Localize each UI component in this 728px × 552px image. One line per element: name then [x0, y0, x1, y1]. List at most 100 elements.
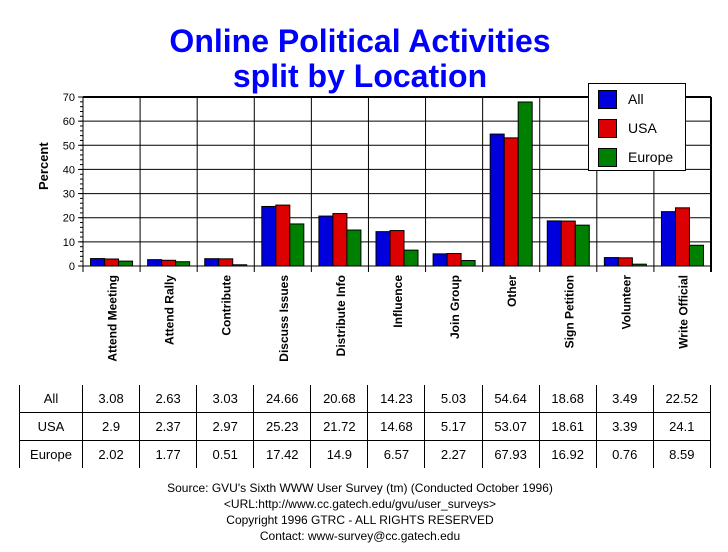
- bar-all: [90, 258, 106, 267]
- legend-label: Europe: [628, 149, 674, 165]
- table-cell: 21.72: [310, 412, 369, 441]
- y-tick-label: 60: [63, 116, 75, 128]
- table-cell: 2.63: [139, 385, 198, 413]
- table-cell: 16.92: [538, 440, 597, 468]
- bar-all: [204, 258, 220, 267]
- bar-usa: [161, 259, 177, 267]
- table-cell: 2.9: [81, 412, 141, 441]
- table-cell: 25.23: [253, 412, 312, 441]
- legend-item-europe: Europe: [598, 147, 673, 167]
- category-label: Sign Petition: [562, 275, 576, 348]
- y-tick-label: 30: [63, 189, 75, 201]
- category-label: Write Official: [676, 275, 690, 349]
- table-cell: 0.51: [196, 440, 255, 468]
- legend-label: USA: [628, 120, 657, 136]
- table-cell: 14.9: [310, 440, 369, 468]
- legend-swatch-usa: [598, 118, 617, 138]
- y-tick-label: 10: [63, 237, 75, 249]
- y-tick-label: 0: [69, 261, 75, 273]
- table-cell: 18.68: [538, 385, 597, 413]
- bar-europe: [289, 223, 305, 267]
- table-row: USA 2.9 2.37 2.97 25.23 21.72 14.68 5.17 53.07 18…: [19, 412, 711, 441]
- source-text: Source: GVU's Sixth WWW User Survey (tm)…: [167, 481, 553, 495]
- bar-europe: [403, 249, 419, 267]
- chart-title-line1: Online Political Activities: [169, 23, 551, 59]
- bar-usa: [446, 253, 462, 267]
- legend-item-usa: USA: [598, 118, 657, 138]
- bar-europe: [574, 224, 590, 267]
- table-cell: 20.68: [310, 385, 369, 413]
- bar-all: [603, 257, 619, 267]
- y-tick-label: 20: [63, 213, 75, 225]
- table-cell: 1.77: [139, 440, 198, 468]
- bar-europe: [460, 260, 476, 267]
- table-cell: 54.64: [481, 385, 540, 413]
- bar-all: [660, 211, 676, 267]
- table-cell: 14.68: [367, 412, 426, 441]
- footer: Source: GVU's Sixth WWW User Survey (tm)…: [100, 480, 620, 544]
- table-cell: 0.76: [595, 440, 654, 468]
- table-cell: 24.1: [652, 412, 711, 441]
- category-label: Join Group: [448, 275, 462, 339]
- row-label: Europe: [19, 440, 83, 468]
- bar-all: [261, 205, 277, 267]
- legend: All USA Europe: [588, 83, 686, 171]
- table-row: All 3.08 2.63 3.03 24.66 20.68 14.23 5.03 54.64 1…: [19, 385, 711, 413]
- bar-usa: [275, 204, 291, 267]
- bar-usa: [104, 258, 120, 267]
- table-cell: 8.59: [652, 440, 711, 468]
- category-label: Attend Rally: [163, 275, 177, 345]
- y-tick-label: 70: [63, 92, 75, 104]
- y-tick-label: 50: [63, 140, 75, 152]
- chart-title-line2: split by Location: [232, 58, 488, 94]
- copyright-text: Copyright 1996 GTRC - ALL RIGHTS RESERVE…: [226, 513, 494, 527]
- table-cell: 14.23: [367, 385, 426, 413]
- bar-usa: [218, 258, 234, 267]
- table-cell: 22.52: [652, 385, 711, 413]
- table-row: Europe 2.02 1.77 0.51 17.42 14.9 6.57 2.27 67.93…: [19, 440, 711, 468]
- bar-all: [375, 231, 391, 267]
- table-cell: 3.39: [595, 412, 654, 441]
- bar-usa: [674, 207, 690, 267]
- row-label: All: [19, 385, 83, 413]
- category-label: Other: [505, 275, 519, 307]
- bar-all: [546, 220, 562, 267]
- data-table: All 3.08 2.63 3.03 24.66 20.68 14.23 5.03 54.64 1…: [19, 385, 711, 468]
- table-cell: 3.49: [595, 385, 654, 413]
- row-label: USA: [19, 412, 83, 441]
- table-cell: 3.03: [196, 385, 255, 413]
- category-label: Attend Meeting: [106, 275, 120, 362]
- bar-usa: [617, 257, 633, 267]
- table-cell: 5.17: [424, 412, 483, 441]
- bar-europe: [232, 264, 248, 267]
- table-cell: 24.66: [253, 385, 312, 413]
- bar-europe: [175, 261, 191, 267]
- category-label: Contribute: [220, 275, 234, 336]
- contact-text: Contact: www-survey@cc.gatech.edu: [259, 529, 461, 543]
- table-cell: 53.07: [481, 412, 540, 441]
- category-label: Discuss Issues: [277, 275, 291, 362]
- bar-europe: [118, 260, 134, 267]
- bar-europe: [631, 263, 647, 267]
- legend-swatch-europe: [598, 147, 617, 167]
- category-label: Influence: [391, 275, 405, 328]
- bar-usa: [389, 230, 405, 267]
- bar-all: [318, 215, 334, 267]
- bar-europe: [517, 101, 533, 267]
- bar-usa: [503, 137, 519, 267]
- legend-item-all: All: [598, 89, 644, 109]
- legend-label: All: [628, 91, 644, 107]
- y-axis-label: Percent: [36, 142, 51, 190]
- bar-all: [432, 253, 448, 267]
- table-cell: 2.27: [424, 440, 483, 468]
- table-cell: 2.97: [196, 412, 255, 441]
- table-cell: 17.42: [253, 440, 312, 468]
- category-label: Distribute Info: [334, 275, 348, 356]
- bar-all: [489, 133, 505, 267]
- bar-europe: [688, 244, 704, 267]
- table-cell: 2.37: [139, 412, 198, 441]
- y-tick-label: 40: [63, 164, 75, 176]
- table-cell: 6.57: [367, 440, 426, 468]
- category-label: Volunteer: [619, 275, 633, 330]
- bar-europe: [346, 229, 362, 267]
